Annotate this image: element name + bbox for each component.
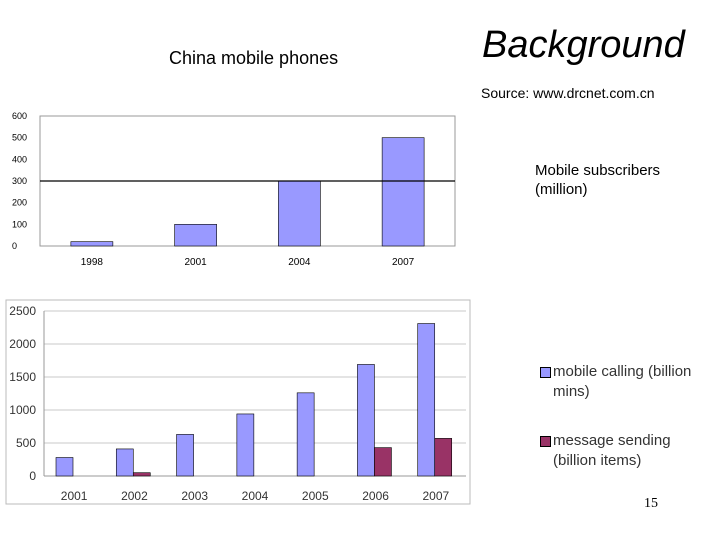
chart1-xtick-0: 1998 <box>81 257 104 268</box>
chart1-ytick-2: 200 <box>12 198 27 208</box>
chart1-bar-2007 <box>381 137 425 247</box>
chart2-bar-s0-2003 <box>176 434 194 477</box>
chart2-ytick-2: 1000 <box>9 403 36 417</box>
chart1-ytick-4: 400 <box>12 154 27 164</box>
chart1-xtick-3: 2007 <box>392 257 415 268</box>
chart1-ytick-0: 0 <box>12 241 17 251</box>
chart2-legend-label-0: mobile calling (billion mins) <box>553 363 692 400</box>
chart2-xtick-2: 2003 <box>181 489 208 503</box>
chart1-title: China mobile phones <box>169 48 339 68</box>
chart2-xtick-5: 2006 <box>362 489 389 503</box>
chart2-bar-s1-2002 <box>132 472 151 477</box>
chart1-xtick-1: 2001 <box>185 257 208 268</box>
chart1-bar-2004 <box>278 180 321 247</box>
chart1-legend-label: Mobile subscribers (million) <box>535 162 661 198</box>
chart2-bar-s1-2006 <box>374 447 392 477</box>
chart2-bar-s0-2007 <box>417 323 436 477</box>
chart2-bar-s0-2001 <box>55 457 74 477</box>
chart2-ytick-0: 0 <box>29 469 36 483</box>
chart1-ytick-6: 600 <box>12 111 27 121</box>
chart2-bar-s0-2004 <box>236 413 255 477</box>
chart2-legend-swatch-1 <box>540 436 551 447</box>
chart2-bar-s1-2007 <box>434 438 453 477</box>
chart2-xtick-3: 2004 <box>242 489 269 503</box>
chart1-ytick-1: 100 <box>12 219 27 229</box>
slide-title: Background <box>482 24 685 66</box>
chart2-xtick-0: 2001 <box>61 489 88 503</box>
chart2-xtick-4: 2005 <box>302 489 329 503</box>
chart2-ytick-5: 2500 <box>9 304 36 318</box>
chart2-ytick-3: 1500 <box>9 370 36 384</box>
chart2-bar-s0-2006 <box>357 364 375 477</box>
chart2-ytick-1: 500 <box>16 436 36 450</box>
chart2-frame <box>5 299 471 505</box>
source-citation: Source: www.drcnet.com.cn <box>481 85 655 101</box>
page-number: 15 <box>644 496 658 511</box>
chart2-xtick-6: 2007 <box>423 489 450 503</box>
chart1-ytick-3: 300 <box>12 176 27 186</box>
chart2-bar-s0-2005 <box>296 392 315 477</box>
chart1-ytick-5: 500 <box>12 133 27 143</box>
chart2-ytick-4: 2000 <box>9 337 36 351</box>
chart2-xtick-1: 2002 <box>121 489 148 503</box>
chart2-legend-swatch-0 <box>540 367 551 378</box>
chart1-xtick-2: 2004 <box>288 257 311 268</box>
chart1-bar-2001 <box>174 224 217 247</box>
chart2-bar-s0-2002 <box>115 448 134 477</box>
chart2-legend-label-1: message sending (billion items) <box>553 432 671 469</box>
chart1-bar-1998 <box>70 241 114 247</box>
